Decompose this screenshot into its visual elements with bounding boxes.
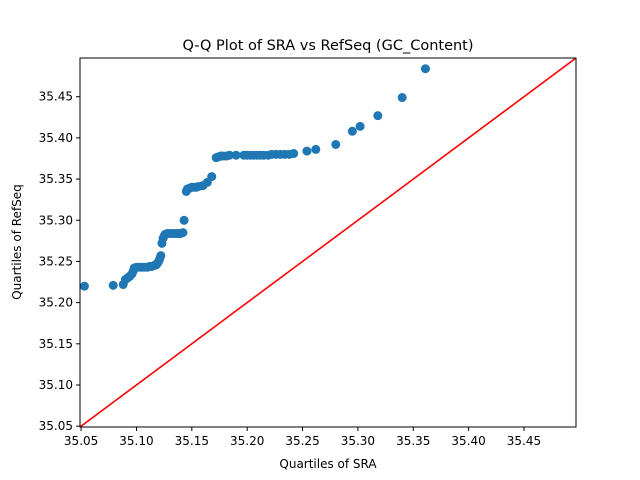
y-tick-label: 35.30 bbox=[39, 213, 73, 227]
y-axis-ticks: 35.05 35.10 35.15 35.20 35.25 35.30 35.35 35.40… bbox=[39, 90, 80, 433]
data-point-70 bbox=[347, 126, 357, 136]
data-point-71 bbox=[355, 121, 365, 131]
data-point-72 bbox=[373, 111, 383, 121]
data-point-34 bbox=[178, 228, 188, 238]
x-tick-label: 35.05 bbox=[64, 434, 98, 448]
chart-title: Q-Q Plot of SRA vs RefSeq (GC_Content) bbox=[182, 38, 473, 54]
y-tick-label: 35.10 bbox=[39, 378, 73, 392]
axes-frame bbox=[79, 57, 577, 428]
data-point-69 bbox=[331, 139, 341, 149]
x-tick-label: 35.25 bbox=[285, 434, 319, 448]
y-tick-label: 35.15 bbox=[39, 337, 73, 351]
y-tick-label: 35.20 bbox=[39, 296, 73, 310]
data-point-1 bbox=[108, 280, 118, 290]
y-tick-label: 35.05 bbox=[39, 419, 73, 433]
data-point-66 bbox=[289, 149, 299, 159]
plot-area bbox=[80, 58, 576, 427]
y-tick-label: 35.35 bbox=[39, 172, 73, 186]
x-tick-label: 35.45 bbox=[507, 434, 541, 448]
reference-line bbox=[80, 58, 576, 427]
scatter-points bbox=[80, 64, 430, 291]
data-point-68 bbox=[311, 144, 321, 154]
data-point-0 bbox=[80, 281, 89, 291]
y-tick-label: 35.25 bbox=[39, 254, 73, 268]
x-tick-label: 35.20 bbox=[230, 434, 264, 448]
data-point-45 bbox=[207, 172, 217, 182]
x-tick-label: 35.30 bbox=[341, 434, 375, 448]
x-axis-ticks: 35.05 35.10 35.15 35.20 35.25 35.30 35.35 35.40… bbox=[64, 427, 541, 448]
data-point-73 bbox=[397, 93, 407, 103]
x-tick-label: 35.15 bbox=[175, 434, 209, 448]
data-point-35 bbox=[179, 215, 189, 225]
x-tick-label: 35.10 bbox=[119, 434, 153, 448]
y-tick-label: 35.45 bbox=[39, 90, 73, 104]
data-point-67 bbox=[302, 146, 312, 156]
y-axis-label: Quartiles of RefSeq bbox=[10, 184, 24, 300]
data-point-22 bbox=[156, 251, 166, 261]
x-tick-label: 35.35 bbox=[396, 434, 430, 448]
y-tick-label: 35.40 bbox=[39, 131, 73, 145]
data-point-51 bbox=[224, 150, 234, 160]
x-tick-label: 35.40 bbox=[451, 434, 485, 448]
x-axis-label: Quartiles of SRA bbox=[279, 457, 377, 471]
data-point-52 bbox=[231, 150, 241, 160]
data-point-74 bbox=[420, 64, 430, 74]
